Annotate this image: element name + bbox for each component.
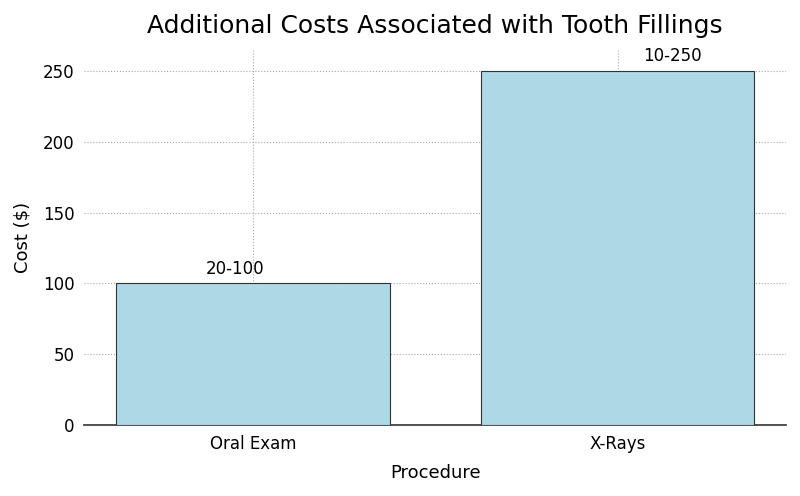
Y-axis label: Cost ($): Cost ($)	[14, 202, 32, 273]
Bar	[481, 71, 754, 425]
Title: Additional Costs Associated with Tooth Fillings: Additional Costs Associated with Tooth F…	[147, 14, 723, 38]
Bar	[116, 284, 390, 425]
Text: 20-100: 20-100	[206, 260, 264, 278]
Text: 10-250: 10-250	[643, 47, 702, 65]
X-axis label: Procedure: Procedure	[390, 464, 481, 482]
